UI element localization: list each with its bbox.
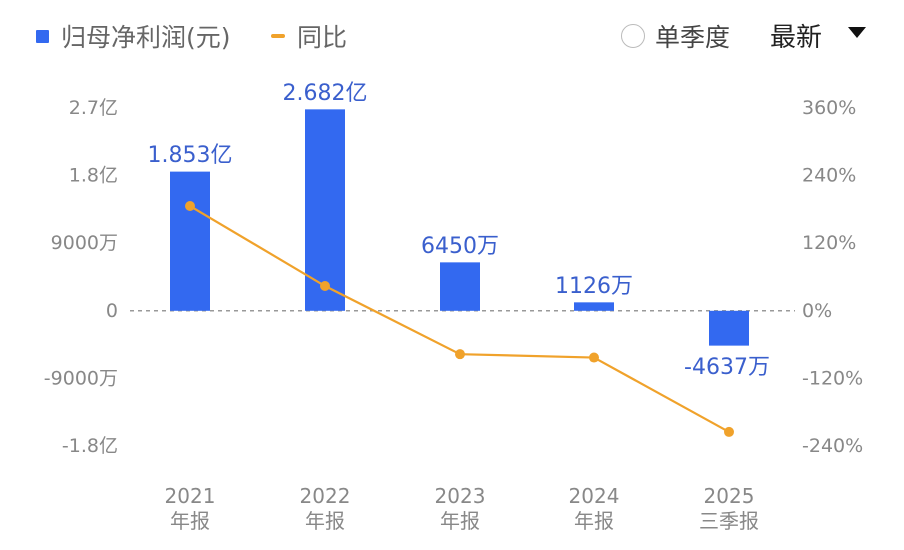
caret-down-icon[interactable] (848, 27, 867, 38)
left-axis-tick-label: -1.8亿 (62, 435, 118, 457)
legend-swatch-bar (36, 29, 49, 43)
bar (305, 109, 345, 311)
x-axis-tick-label: 2022 (300, 484, 351, 508)
sort-dropdown-label: 最新 (770, 23, 823, 53)
legend-swatch-line (271, 34, 285, 38)
legend-label-net-profit: 归母净利润(元) (61, 23, 231, 52)
x-axis-tick-label: 2024 (569, 484, 620, 508)
quarter-toggle[interactable]: 单季度 (621, 18, 730, 54)
bar-value-label: 1126万 (555, 274, 633, 299)
right-axis-tick-label: -240% (802, 435, 863, 457)
quarter-toggle-label: 单季度 (655, 23, 731, 52)
x-axis-tick-label: 年报 (440, 509, 480, 533)
yoy-point (455, 349, 465, 360)
bar-value-label: 1.853亿 (148, 143, 233, 168)
x-axis-tick-label: 三季报 (699, 509, 759, 533)
x-axis-tick-label: 年报 (305, 509, 345, 533)
bar (709, 310, 749, 346)
bar (440, 262, 480, 311)
yoy-point (320, 281, 330, 292)
left-axis-tick-label: 2.7亿 (69, 97, 118, 119)
x-axis-tick-label: 2021 (165, 484, 216, 508)
bar (574, 302, 614, 311)
legend-label-yoy: 同比 (297, 23, 348, 52)
yoy-point (589, 352, 599, 363)
sort-dropdown[interactable]: 最新 (770, 17, 867, 54)
right-axis-tick-label: 120% (802, 232, 856, 254)
bar-value-label: 2.682亿 (283, 81, 368, 106)
yoy-point (185, 201, 195, 212)
right-axis-tick-label: 240% (802, 165, 856, 187)
yoy-point (724, 426, 734, 437)
left-axis-tick-label: 1.8亿 (69, 165, 118, 187)
left-axis-tick-label: 0 (106, 300, 118, 322)
right-axis-tick-label: 360% (802, 97, 856, 119)
bar-value-label: -4637万 (684, 355, 770, 380)
x-axis-tick-label: 2023 (435, 484, 486, 508)
bar-value-label: 6450万 (421, 234, 499, 259)
left-axis-tick-label: 9000万 (51, 232, 118, 254)
chart-header: 归母净利润(元) 同比 单季度 最新 (0, 0, 904, 70)
x-axis-tick-label: 年报 (574, 509, 614, 533)
legend-item-yoy[interactable]: 同比 (271, 18, 347, 54)
right-axis-tick-label: -120% (802, 367, 863, 389)
left-axis-tick-label: -9000万 (44, 367, 118, 389)
legend-item-net-profit[interactable]: 归母净利润(元) (36, 18, 231, 54)
bar (170, 171, 210, 311)
x-axis-tick-label: 2025 (704, 484, 755, 508)
radio-icon[interactable] (621, 24, 645, 48)
x-axis-tick-label: 年报 (170, 509, 210, 533)
right-axis-tick-label: 0% (802, 300, 832, 322)
